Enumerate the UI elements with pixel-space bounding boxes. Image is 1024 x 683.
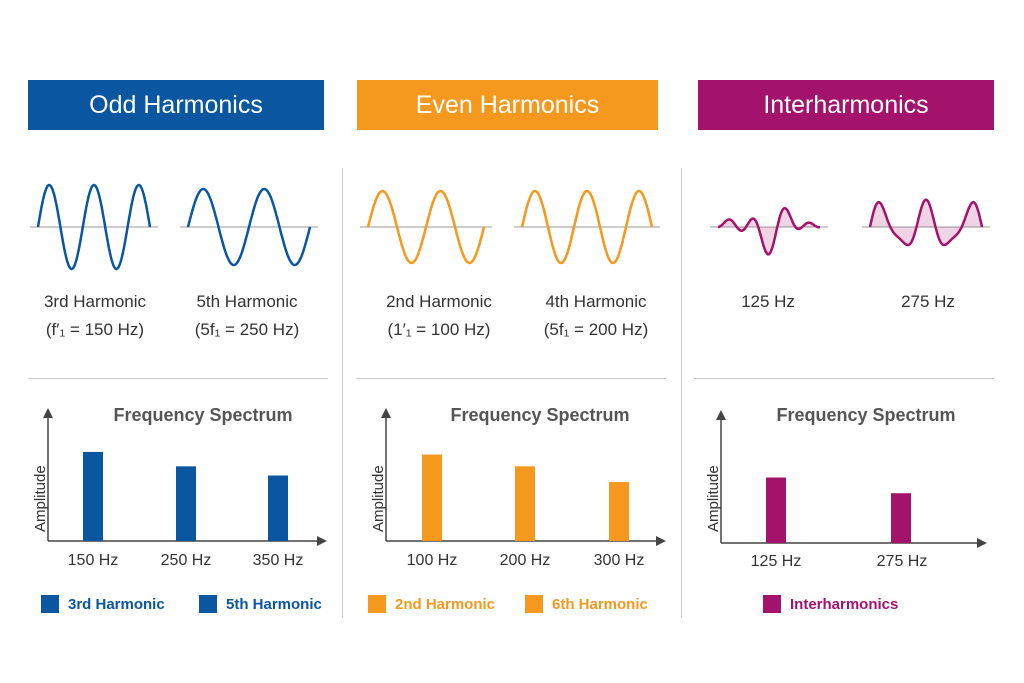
bar-275-hz bbox=[891, 493, 911, 543]
header-interharmonics: Interharmonics bbox=[698, 80, 994, 130]
header-odd-harmonics: Odd Harmonics bbox=[28, 80, 324, 130]
wave-label: 4th Harmonic (5f₁ = 200 Hz) bbox=[543, 292, 649, 339]
x-tick-label: 250 Hz bbox=[160, 552, 212, 569]
waveform bbox=[366, 189, 486, 265]
y-axis-arrow-icon bbox=[43, 408, 53, 418]
wave-label: 275 Hz bbox=[901, 292, 955, 311]
legend-item: 6th Harmonic bbox=[525, 595, 648, 613]
legend-swatch bbox=[199, 595, 217, 613]
legend-item: Interharmonics bbox=[763, 595, 898, 613]
waveform bbox=[186, 187, 312, 267]
panel-divider bbox=[342, 168, 343, 618]
y-axis-arrow-icon bbox=[716, 410, 726, 420]
legend-item: 2nd Harmonic bbox=[368, 595, 495, 613]
x-tick-label: 125 Hz bbox=[750, 553, 802, 570]
chart-title: Frequency Spectrum bbox=[450, 405, 630, 425]
panel-divider bbox=[681, 168, 682, 618]
bar-300-hz bbox=[609, 482, 629, 541]
legend-swatch bbox=[41, 595, 59, 613]
legend-swatch bbox=[368, 595, 386, 613]
y-axis-label: Amplitude bbox=[370, 465, 387, 532]
section-divider bbox=[28, 378, 328, 379]
bar-250-hz bbox=[176, 466, 196, 541]
section-divider bbox=[356, 378, 666, 379]
x-axis-arrow-icon bbox=[317, 536, 327, 546]
chart-title: Frequency Spectrum bbox=[113, 405, 293, 425]
legend-swatch bbox=[525, 595, 543, 613]
y-axis-label: Amplitude bbox=[705, 465, 722, 532]
legend-swatch bbox=[763, 595, 781, 613]
y-axis-label: Amplitude bbox=[32, 465, 49, 532]
waveform bbox=[36, 183, 152, 271]
x-tick-label: 200 Hz bbox=[499, 552, 551, 569]
waveform bbox=[520, 189, 654, 265]
x-axis-arrow-icon bbox=[656, 536, 666, 546]
bar-150-hz bbox=[83, 451, 103, 541]
chart-title: Frequency Spectrum bbox=[776, 405, 956, 425]
section-divider bbox=[694, 378, 994, 379]
wave-label: 2nd Harmonic (1′₁ = 100 Hz) bbox=[386, 292, 492, 339]
bar-100-hz bbox=[422, 454, 442, 541]
waveform bbox=[868, 198, 984, 247]
x-tick-label: 350 Hz bbox=[252, 552, 304, 569]
bar-350-hz bbox=[268, 475, 288, 541]
x-tick-label: 100 Hz bbox=[406, 552, 458, 569]
header-even-harmonics: Even Harmonics bbox=[357, 80, 658, 130]
y-axis-arrow-icon bbox=[381, 408, 391, 418]
wave-fill bbox=[718, 208, 820, 255]
wave-fill bbox=[870, 199, 982, 245]
bar-125-hz bbox=[766, 477, 786, 543]
legend-item: 5th Harmonic bbox=[199, 595, 322, 613]
bar-200-hz bbox=[515, 466, 535, 541]
waveform bbox=[717, 206, 821, 256]
x-tick-label: 300 Hz bbox=[593, 552, 645, 569]
x-tick-label: 150 Hz bbox=[67, 552, 119, 569]
wave-label: 3rd Harmonic (f′₁ = 150 Hz) bbox=[43, 292, 147, 339]
legend-item: 3rd Harmonic bbox=[41, 595, 165, 613]
wave-label: 5th Harmonic (5f₁ = 250 Hz) bbox=[194, 292, 300, 339]
x-tick-label: 275 Hz bbox=[876, 553, 928, 570]
x-axis-arrow-icon bbox=[977, 538, 987, 548]
wave-label: 125 Hz bbox=[741, 292, 795, 311]
